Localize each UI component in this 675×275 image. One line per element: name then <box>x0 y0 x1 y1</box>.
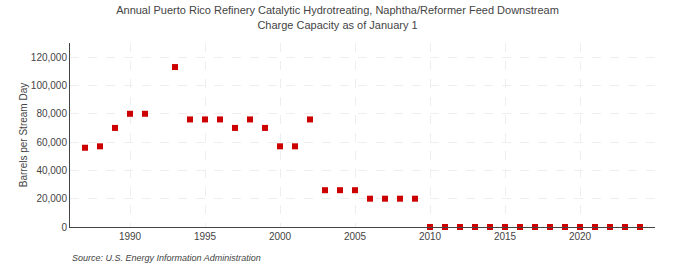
svg-text:20,000: 20,000 <box>36 193 67 204</box>
svg-text:2020: 2020 <box>569 231 592 242</box>
svg-text:40,000: 40,000 <box>36 165 67 176</box>
svg-text:Source: U.S. Energy Informatio: Source: U.S. Energy Information Administ… <box>72 253 261 263</box>
svg-text:1990: 1990 <box>119 231 142 242</box>
svg-text:Annual Puerto Rico Refinery Ca: Annual Puerto Rico Refinery Catalytic Hy… <box>116 4 559 30</box>
svg-text:Barrels per Stream Day: Barrels per Stream Day <box>18 83 29 187</box>
svg-text:0: 0 <box>61 222 67 233</box>
svg-text:100,000: 100,000 <box>31 80 68 91</box>
svg-text:1995: 1995 <box>194 231 217 242</box>
svg-text:60,000: 60,000 <box>36 137 67 148</box>
svg-text:120,000: 120,000 <box>31 52 68 63</box>
svg-text:2005: 2005 <box>344 231 367 242</box>
svg-text:80,000: 80,000 <box>36 108 67 119</box>
svg-text:2015: 2015 <box>494 231 517 242</box>
svg-text:2010: 2010 <box>419 231 442 242</box>
svg-text:2000: 2000 <box>269 231 292 242</box>
